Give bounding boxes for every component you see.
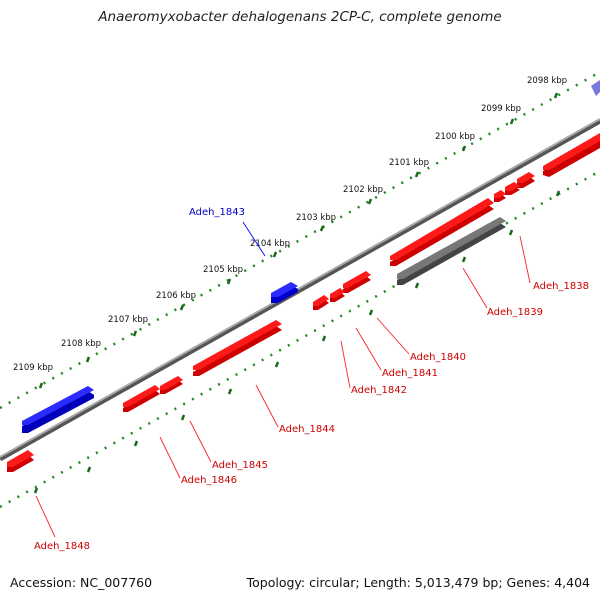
- gene-adeh-1847[interactable]: [22, 386, 94, 433]
- ruler-label-2100: 2100 kbp: [435, 132, 475, 142]
- gene-adeh-1846[interactable]: [123, 385, 160, 412]
- ruler-label-2108: 2108 kbp: [61, 339, 101, 349]
- gene-adeh-1841[interactable]: [343, 271, 371, 293]
- label-adeh-1843: Adeh_1843: [189, 207, 245, 218]
- tick-2098: [553, 92, 559, 99]
- label-adeh-1848: Adeh_1848: [34, 541, 90, 552]
- reverse-genes: [7, 133, 600, 472]
- gene-adeh-1841b[interactable]: [330, 288, 345, 302]
- tick-2106: [179, 304, 185, 311]
- label-adeh-1842: Adeh_1842: [351, 385, 407, 396]
- label-adeh-1839: Adeh_1839: [487, 307, 543, 318]
- ruler-label-2102: 2102 kbp: [343, 185, 383, 195]
- label-adeh-1845: Adeh_1845: [212, 460, 268, 471]
- ruler-label-2104: 2104 kbp: [250, 239, 290, 249]
- forward-genes: [22, 80, 600, 433]
- outer-ruler-ticks: [38, 92, 559, 389]
- tick-2100: [461, 145, 467, 152]
- gene-adeh-1838b[interactable]: [517, 172, 535, 188]
- label-adeh-1841: Adeh_1841: [382, 368, 438, 379]
- gene-adeh-1844[interactable]: [193, 320, 282, 376]
- ruler-label-2103: 2103 kbp: [296, 213, 336, 223]
- label-connectors: [35, 235, 531, 538]
- gene-adeh-1839-small-b[interactable]: [494, 190, 506, 202]
- tick-2099: [509, 118, 515, 125]
- gene-adeh-1838[interactable]: [543, 133, 600, 177]
- tick-2105: [226, 278, 232, 285]
- gene-adeh-1839-small[interactable]: [505, 182, 520, 195]
- topology-text: Topology: circular; Length: 5,013,479 bp…: [246, 575, 590, 590]
- accession-text: Accession: NC_007760: [10, 575, 153, 590]
- ruler-label-2099: 2099 kbp: [481, 104, 521, 114]
- label-connector-adeh-1843: [242, 221, 266, 257]
- tick-2108: [85, 356, 91, 363]
- tick-2101: [414, 171, 420, 178]
- tick-2104: [272, 251, 278, 258]
- ruler-label-2105: 2105 kbp: [203, 265, 243, 275]
- gene-adeh-1840[interactable]: [390, 198, 494, 266]
- gene-labels: Adeh_1838 Adeh_1839 Adeh_1840 Adeh_1841 …: [34, 281, 589, 552]
- genome-backbone: [0, 118, 600, 462]
- gene-adeh-1842[interactable]: [313, 295, 329, 310]
- ruler-label-2098: 2098 kbp: [527, 76, 567, 86]
- ruler-label-2106: 2106 kbp: [156, 291, 196, 301]
- gene-adeh-1839[interactable]: [397, 217, 506, 285]
- ruler-label-2107: 2107 kbp: [108, 315, 148, 325]
- tick-2103: [319, 225, 325, 232]
- gene-adeh-1848[interactable]: [7, 450, 34, 472]
- label-adeh-1844: Adeh_1844: [279, 424, 335, 435]
- map-title: Anaeromyxobacter dehalogenans 2CP-C, com…: [98, 9, 502, 25]
- ruler-labels: 2098 kbp 2099 kbp 2100 kbp 2101 kbp 2102…: [13, 76, 567, 373]
- ruler-label-2101: 2101 kbp: [389, 158, 429, 168]
- label-adeh-1846: Adeh_1846: [181, 475, 237, 486]
- label-adeh-1840: Adeh_1840: [410, 352, 466, 363]
- gene-adeh-1837[interactable]: [591, 80, 600, 96]
- tick-2109: [38, 382, 44, 389]
- tick-2102: [367, 198, 373, 205]
- tick-2107: [132, 330, 138, 337]
- inner-ruler-ticks: [33, 190, 561, 494]
- ruler-label-2109: 2109 kbp: [13, 363, 53, 373]
- gene-adeh-1845[interactable]: [160, 376, 183, 394]
- gene-adeh-1843[interactable]: [271, 282, 298, 303]
- label-adeh-1838: Adeh_1838: [533, 281, 589, 292]
